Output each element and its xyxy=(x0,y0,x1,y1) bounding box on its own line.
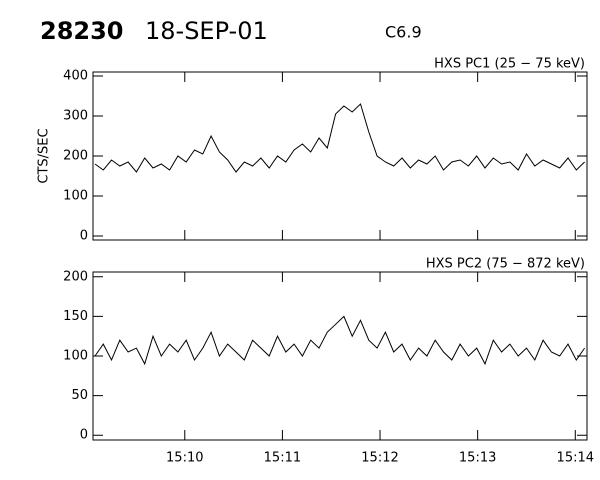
data-line xyxy=(94,103,585,173)
y-axis-label: CTS/SEC xyxy=(37,128,52,183)
y-tick-label: 100 xyxy=(63,349,88,364)
x-tick-label: 15:12 xyxy=(361,451,398,466)
plot-frame xyxy=(92,271,588,441)
x-tick-label: 15:13 xyxy=(459,451,496,466)
y-tick-label: 0 xyxy=(80,229,88,244)
x-tick-label: 15:11 xyxy=(264,451,301,466)
flare-class: C6.9 xyxy=(385,23,422,42)
x-tick-label: 15:10 xyxy=(166,451,203,466)
y-tick-label: 0 xyxy=(80,428,88,443)
event-number: 28230 xyxy=(40,17,124,45)
panel-label: HXS PC2 (75 − 872 keV) xyxy=(426,257,585,272)
x-tick-label: 15:14 xyxy=(557,451,594,466)
plot-frame xyxy=(92,71,588,241)
event-date: 18-SEP-01 xyxy=(145,17,268,45)
y-tick-label: 200 xyxy=(63,269,88,284)
y-tick-label: 50 xyxy=(71,388,88,403)
y-tick-label: 400 xyxy=(63,69,88,84)
y-tick-label: 100 xyxy=(63,189,88,204)
data-line xyxy=(94,315,586,366)
y-tick-label: 200 xyxy=(63,149,88,164)
y-tick-label: 150 xyxy=(63,309,88,324)
panel-label: HXS PC1 (25 − 75 keV) xyxy=(434,57,585,72)
y-tick-label: 300 xyxy=(63,109,88,124)
